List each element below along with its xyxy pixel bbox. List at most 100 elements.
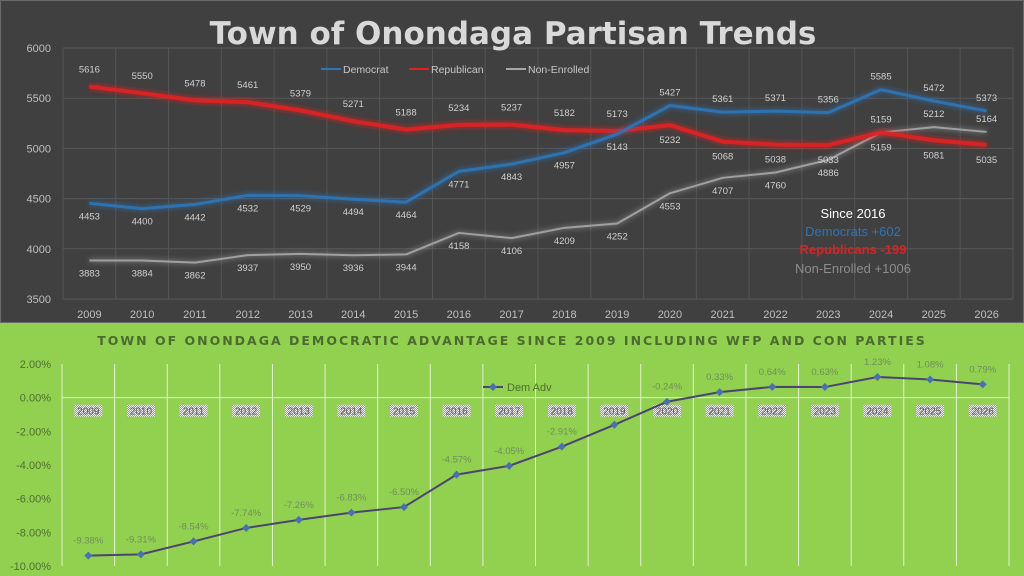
data-label-democrat: 5585 — [870, 72, 891, 83]
x-tick-label: 2013 — [288, 309, 312, 321]
bottom-x-axis: 2009 2010 2011 2012 2013 2014 2015 2016 2017 2018… — [74, 404, 997, 418]
data-label: -8.54% — [178, 521, 209, 532]
data-label-democrat: 5143 — [607, 142, 628, 153]
data-label-non-enrolled: 4886 — [818, 168, 839, 179]
x-tick-background — [284, 404, 313, 417]
data-marker — [242, 523, 251, 532]
data-label-democrat: 4532 — [237, 203, 258, 214]
x-tick-label: 2022 — [761, 407, 784, 418]
x-tick-background — [758, 404, 787, 417]
data-label-republican: 5068 — [712, 152, 733, 163]
x-tick-background — [968, 404, 997, 417]
data-label: -6.50% — [389, 487, 420, 498]
data-label-non-enrolled: 3884 — [132, 268, 153, 279]
data-label-republican: 5159 — [870, 142, 891, 153]
x-tick-label: 2021 — [709, 407, 732, 418]
data-label-republican: 5616 — [79, 65, 100, 76]
data-label-non-enrolled: 4106 — [501, 246, 522, 257]
top-gridlines — [62, 47, 1014, 300]
x-tick: 2021 — [705, 404, 734, 418]
data-label-republican: 5033 — [818, 155, 839, 166]
x-tick-label: 2017 — [498, 407, 521, 418]
x-tick-label: 2018 — [552, 309, 576, 321]
data-label-non-enrolled: 3883 — [79, 269, 100, 280]
x-tick: 2010 — [126, 404, 155, 418]
x-tick-label: 2016 — [447, 309, 471, 321]
x-tick-background — [916, 404, 945, 417]
data-marker — [873, 372, 882, 381]
data-label-non-enrolled: 4760 — [765, 180, 786, 191]
x-tick: 2025 — [916, 404, 945, 418]
x-tick-background — [232, 404, 261, 417]
x-tick: 2011 — [179, 404, 208, 418]
x-tick-label: 2016 — [445, 407, 468, 418]
y-tick-label: -6.00% — [16, 494, 51, 506]
data-label-republican: 5478 — [184, 78, 205, 89]
legend-label: Republican — [431, 64, 484, 76]
data-label-republican: 5182 — [554, 108, 575, 119]
data-label-republican: 5035 — [976, 155, 997, 166]
data-label-democrat: 4494 — [343, 207, 364, 218]
x-tick-label: 2024 — [866, 407, 889, 418]
x-tick-background — [389, 404, 418, 417]
data-label-democrat: 5427 — [659, 88, 680, 99]
x-tick-background — [337, 404, 366, 417]
data-label-non-enrolled: 3862 — [184, 271, 205, 282]
series-line-republican — [89, 84, 987, 148]
data-label-republican: 5232 — [659, 135, 680, 146]
data-label-republican: 5234 — [448, 103, 469, 114]
democratic-advantage-chart: TOWN OF ONONDAGA DEMOCRATIC ADVANTAGE SI… — [10, 333, 1010, 573]
legend-label: Democrat — [343, 64, 389, 76]
y-tick-label: 3500 — [27, 294, 51, 306]
data-label: -7.26% — [284, 500, 315, 511]
series-line-non-enrolled — [89, 126, 987, 264]
x-tick: 2022 — [758, 404, 787, 418]
x-tick-label: 2023 — [814, 407, 837, 418]
data-marker — [189, 537, 198, 546]
data-marker — [978, 380, 987, 389]
y-tick-label: -8.00% — [16, 527, 51, 539]
data-label-democrat: 4453 — [79, 211, 100, 222]
x-tick-background — [179, 404, 208, 417]
x-tick-background — [442, 404, 471, 417]
data-label-republican: 5379 — [290, 88, 311, 99]
data-label: -7.74% — [231, 508, 262, 519]
data-label-republican: 5461 — [237, 80, 258, 91]
x-tick-label: 2023 — [816, 309, 840, 321]
data-label-non-enrolled: 4553 — [659, 201, 680, 212]
x-tick: 2013 — [284, 404, 313, 418]
x-tick: 2023 — [810, 404, 839, 418]
x-tick-label: 2018 — [551, 407, 574, 418]
x-tick-label: 2011 — [183, 309, 207, 321]
partisan-trends-panel: 3500 4000 4500 5000 5500 6000 2009 2010 2011 201… — [0, 0, 1024, 323]
series-line-dem-adv — [88, 375, 983, 557]
data-label-democrat: 5373 — [976, 93, 997, 104]
legend-item-democrat: Democrat — [321, 64, 389, 76]
data-label-republican: 5188 — [395, 108, 416, 119]
x-tick-label: 2012 — [235, 309, 259, 321]
x-tick-label: 2025 — [922, 309, 946, 321]
bottom-series-line — [84, 372, 987, 560]
since-2016-annotation: Since 2016 Democrats +602 Republicans -1… — [795, 206, 911, 276]
data-marker — [84, 551, 93, 560]
y-tick-label: 2.00% — [20, 359, 51, 371]
top-legend: Democrat Republican Non-Enrolled — [321, 64, 589, 76]
data-marker — [399, 503, 408, 512]
y-tick-label: 4500 — [27, 194, 51, 206]
x-tick-label: 2025 — [919, 407, 942, 418]
data-label: -4.05% — [494, 446, 525, 457]
x-tick-label: 2009 — [77, 407, 100, 418]
x-tick: 2015 — [389, 404, 418, 418]
data-label-non-enrolled: 4158 — [448, 241, 469, 252]
x-tick-label: 2012 — [235, 407, 258, 418]
y-tick-label: 5000 — [27, 143, 51, 155]
data-marker — [452, 470, 461, 479]
series-line-democrat — [89, 88, 987, 211]
x-tick-label: 2019 — [603, 407, 626, 418]
y-tick-label: 4000 — [27, 244, 51, 256]
data-label-non-enrolled: 4252 — [607, 231, 628, 242]
x-tick-label: 2009 — [77, 309, 101, 321]
data-label-republican: 5081 — [923, 150, 944, 161]
bottom-y-axis: -10.00% -8.00% -6.00% -4.00% -2.00% 0.00% 2.00… — [10, 359, 51, 573]
